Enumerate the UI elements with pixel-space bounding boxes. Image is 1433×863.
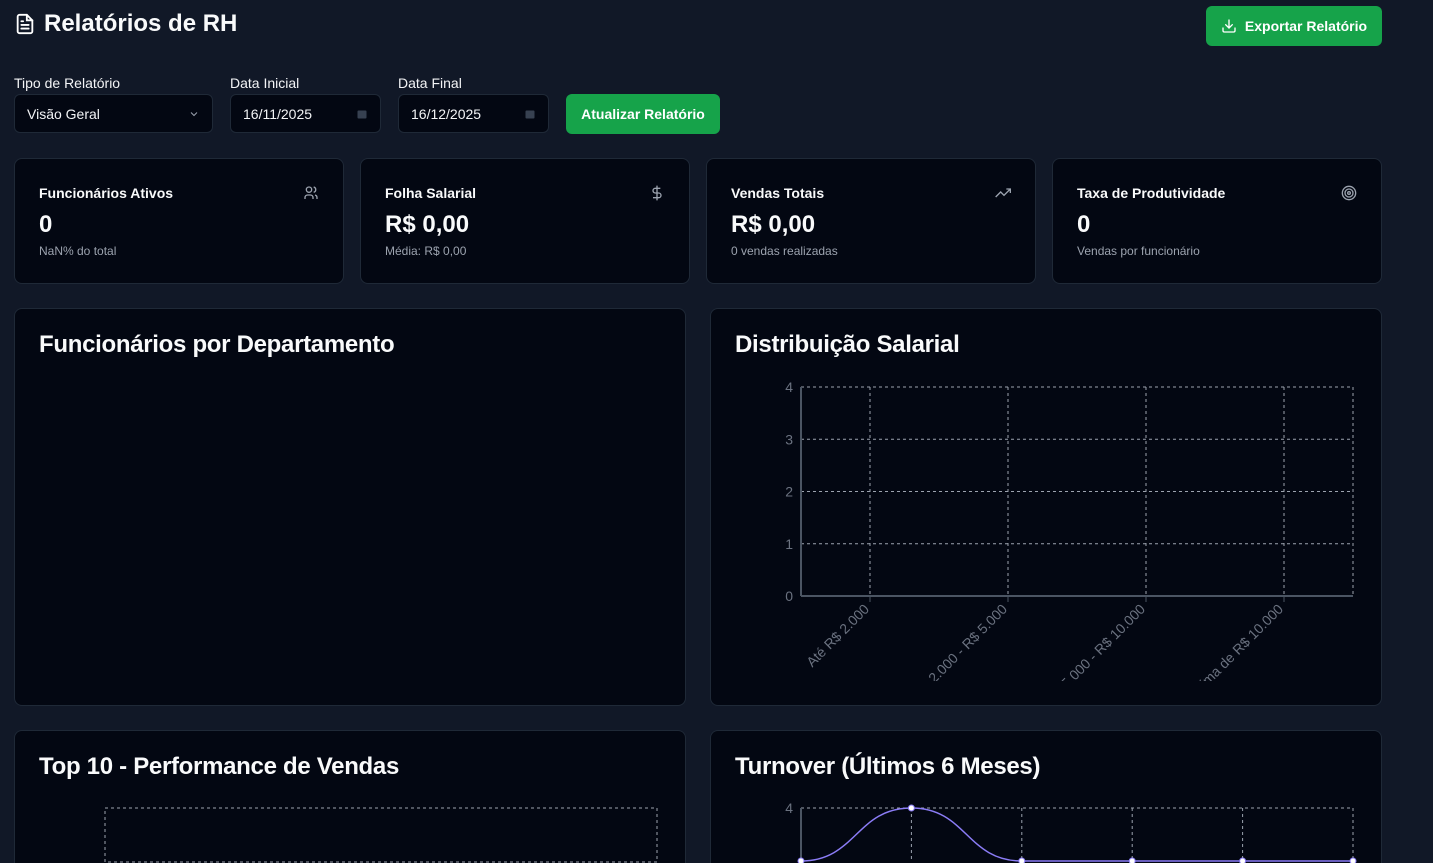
data-point <box>797 857 805 863</box>
turnover-line <box>800 807 1353 862</box>
data-point <box>1239 857 1247 863</box>
y-tick-label: 4 <box>785 379 793 395</box>
data-point <box>907 804 915 812</box>
end-date-value: 16/12/2025 <box>411 105 482 122</box>
users-icon <box>304 186 318 199</box>
chart-title: Top 10 - Performance de Vendas <box>39 753 400 780</box>
chart-grid <box>104 807 658 863</box>
stat-card-productivity: Taxa de Produtividade 0 Vendas por funci… <box>1052 158 1382 284</box>
stat-title: Taxa de Produtividade <box>1077 185 1226 201</box>
export-label: Exportar Relatório <box>1244 18 1368 34</box>
end-date-input[interactable]: 16/12/2025 <box>398 94 549 133</box>
x-tick-label: Acima de R$ 10.000 <box>1185 601 1286 681</box>
trending-up-icon <box>995 188 1011 198</box>
x-tick-label: Até R$ 2.000 <box>803 601 872 670</box>
data-point <box>1018 857 1026 863</box>
start-date-value: 16/11/2025 <box>243 105 313 122</box>
chevron-down-icon <box>190 111 198 116</box>
stat-card-total-sales: Vendas Totais R$ 0,00 0 vendas realizada… <box>706 158 1036 284</box>
export-report-button[interactable]: Exportar Relatório <box>1206 6 1382 46</box>
stat-card-payroll: Folha Salarial R$ 0,00 Média: R$ 0,00 <box>360 158 690 284</box>
update-label: Atualizar Relatório <box>581 106 705 122</box>
chart-card-salary-distribution: Distribuição Salarial 0 1 2 3 4 Até R$ 2.000 R… <box>710 308 1382 706</box>
y-tick-label: 2 <box>785 484 793 500</box>
end-date-label: Data Final <box>398 75 462 91</box>
chart-title: Funcionários por Departamento <box>39 331 395 358</box>
chart-title: Distribuição Salarial <box>735 331 960 358</box>
chart-card-turnover: Turnover (Últimos 6 Meses) 4 <box>710 730 1382 863</box>
x-tick-label: R$ 2.000 - R$ 5.000 <box>910 601 1011 681</box>
turnover-chart: 4 <box>785 800 1357 863</box>
page-title: Relatórios de RH <box>44 10 238 37</box>
stat-title: Folha Salarial <box>385 185 477 201</box>
x-tick-label: R$ 5.000 - R$ 10.000 <box>1042 601 1148 681</box>
stat-value: 0 <box>39 211 53 238</box>
chart-card-departments: Funcionários por Departamento <box>14 308 686 706</box>
start-date-label: Data Inicial <box>230 75 300 91</box>
stat-subtext: Média: R$ 0,00 <box>385 244 467 258</box>
stat-value: 0 <box>1077 211 1091 238</box>
report-type-label: Tipo de Relatório <box>14 75 121 91</box>
report-type-select[interactable]: Visão Geral <box>14 94 213 133</box>
stat-subtext: Vendas por funcionário <box>1077 244 1200 258</box>
y-tick-label: 1 <box>785 536 793 552</box>
chart-card-sales-performance: Top 10 - Performance de Vendas <box>14 730 686 863</box>
salary-distribution-chart: 0 1 2 3 4 Até R$ 2.000 R$ 2.000 - R$ 5.000 R$ 5… <box>785 379 1354 681</box>
y-tick-label: 3 <box>785 431 793 447</box>
y-tick-label: 0 <box>785 588 793 604</box>
start-date-input[interactable]: 16/11/2025 <box>230 94 381 133</box>
dollar-icon <box>652 185 662 201</box>
file-text-icon <box>16 13 34 35</box>
stat-subtext: NaN% do total <box>39 244 117 258</box>
stat-card-active-employees: Funcionários Ativos 0 NaN% do total <box>14 158 344 284</box>
download-icon <box>1222 19 1236 33</box>
stat-title: Vendas Totais <box>731 185 825 201</box>
target-icon <box>1341 185 1357 201</box>
stat-value: R$ 0,00 <box>731 211 816 238</box>
calendar-icon[interactable] <box>524 108 536 120</box>
update-report-button[interactable]: Atualizar Relatório <box>566 94 720 134</box>
chart-title: Turnover (Últimos 6 Meses) <box>735 753 1041 780</box>
calendar-icon[interactable] <box>356 108 368 120</box>
stat-title: Funcionários Ativos <box>39 185 174 201</box>
report-type-value: Visão Geral <box>27 105 100 122</box>
stat-subtext: 0 vendas realizadas <box>731 244 838 258</box>
data-point <box>1349 857 1357 863</box>
data-point <box>1128 857 1136 863</box>
stat-value: R$ 0,00 <box>385 211 470 238</box>
y-tick-label: 4 <box>785 800 793 816</box>
sales-performance-chart <box>104 807 658 863</box>
page-header: Relatórios de RH <box>14 10 237 38</box>
